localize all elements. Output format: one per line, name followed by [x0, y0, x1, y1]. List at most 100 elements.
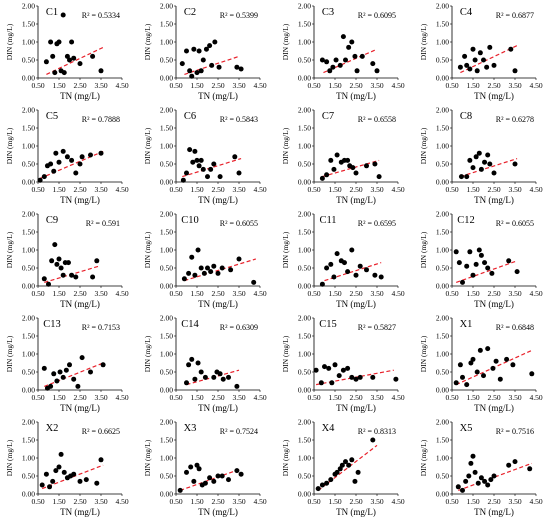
x-tick-label: 2.50 [73, 81, 86, 90]
data-point [470, 272, 476, 278]
y-tick-label: 0.50 [298, 368, 311, 377]
y-tick-label: 1.50 [298, 332, 311, 341]
y-axis-label: DIN (mg/L) [419, 127, 428, 164]
data-point [357, 263, 363, 269]
x-tick-label: 0.50 [31, 393, 44, 402]
y-tick-label: 0.50 [436, 160, 449, 169]
data-point [200, 166, 206, 172]
data-point [56, 256, 62, 262]
y-tick-label: 0.00 [298, 178, 311, 187]
data-point [65, 260, 71, 266]
x-tick-label: 3.50 [370, 393, 383, 402]
x-tick-label: 3.50 [232, 289, 245, 298]
data-point [184, 469, 189, 475]
data-point [41, 365, 47, 371]
x-tick-label: 1.50 [52, 393, 65, 402]
data-point [219, 473, 225, 479]
x-tick-label: 0.50 [307, 393, 320, 402]
data-point [477, 50, 483, 56]
data-point [473, 261, 479, 267]
x-tick-label: 4.50 [115, 393, 128, 402]
data-point [353, 170, 359, 176]
y-tick-label: 0.00 [436, 386, 449, 395]
trendline [179, 468, 242, 491]
data-point [334, 469, 340, 475]
x-tick-label: 2.50 [73, 289, 86, 298]
data-point [354, 68, 360, 74]
data-point [478, 252, 484, 258]
data-point [460, 374, 465, 380]
r-squared-label: R² = 0.6278 [496, 115, 534, 124]
data-point [211, 374, 217, 380]
y-tick-label: 1.00 [160, 246, 173, 255]
y-axis-label: DIN (mg/L) [5, 231, 14, 268]
y-axis-label: DIN (mg/L) [419, 231, 428, 268]
chart-title: C5 [46, 111, 58, 122]
data-point [200, 57, 206, 63]
x-tick-label: 2.50 [487, 289, 500, 298]
x-tick-label: 1.50 [190, 185, 203, 194]
y-tick-label: 0.00 [298, 282, 311, 291]
chart-panel-c1: 0.000.501.001.502.000.50 1.50 2.50 3.50 4.50… [5, 2, 129, 102]
data-point [208, 166, 214, 172]
y-tick-label: 1.50 [436, 228, 449, 237]
data-point [56, 39, 62, 45]
x-tick-label: 1.50 [190, 497, 203, 506]
x-axis-label: TN (mg/L) [198, 195, 238, 205]
y-axis-label: DIN (mg/L) [5, 335, 14, 372]
data-point [349, 39, 355, 45]
data-point [88, 369, 93, 375]
y-tick-label: 2.00 [22, 314, 35, 323]
y-tick-label: 0.50 [436, 56, 449, 65]
data-point [88, 152, 93, 158]
data-point [474, 369, 480, 375]
data-point [208, 269, 214, 275]
y-tick-label: 1.00 [22, 454, 35, 463]
data-point [184, 380, 189, 386]
y-tick-label: 1.00 [436, 246, 449, 255]
data-point [41, 276, 47, 282]
data-point [194, 70, 200, 76]
data-point [47, 484, 53, 490]
y-tick-label: 1.00 [298, 454, 311, 463]
y-axis-label: DIN (mg/L) [143, 335, 152, 372]
y-tick-label: 1.50 [160, 20, 173, 29]
data-point [98, 457, 104, 463]
data-point [487, 161, 493, 167]
x-tick-label: 2.50 [487, 81, 500, 90]
data-point [488, 477, 494, 483]
data-point [370, 61, 376, 67]
data-point [43, 471, 49, 477]
chart-panel-c14: 0.000.501.001.502.000.50 1.50 2.50 3.50 4.50… [143, 314, 267, 414]
data-point [326, 365, 332, 371]
x-tick-label: 3.50 [94, 497, 107, 506]
data-point [352, 478, 358, 484]
r-squared-label: R² = 0.6848 [496, 323, 534, 332]
r-squared-label: R² = 0.5399 [220, 11, 258, 20]
data-point [196, 48, 202, 54]
data-point [476, 150, 482, 156]
data-point [482, 260, 488, 266]
chart-panel-x5: 0.000.501.001.502.000.50 1.50 2.50 3.50 4.50… [419, 418, 543, 518]
x-tick-label: 2.50 [349, 185, 362, 194]
x-tick-label: 0.50 [445, 185, 458, 194]
x-tick-label: 4.50 [391, 393, 404, 402]
data-point [458, 174, 464, 180]
y-tick-label: 1.50 [22, 228, 35, 237]
chart-panel-c3: 0.000.501.001.502.000.50 1.50 2.50 3.50 4.50… [281, 2, 405, 102]
y-axis-label: DIN (mg/L) [143, 231, 152, 268]
chart-panel-c4: 0.000.501.001.502.000.50 1.50 2.50 3.50 4.50… [419, 2, 543, 102]
data-point [189, 254, 195, 260]
chart-panel-c11: 0.000.501.001.502.000.50 1.50 2.50 3.50 4.50… [281, 210, 405, 310]
x-tick-label: 3.50 [370, 81, 383, 90]
x-tick-label: 3.50 [508, 289, 521, 298]
data-point [94, 258, 100, 264]
r-squared-label: R² = 0.7524 [220, 427, 258, 436]
x-tick-label: 3.50 [94, 393, 107, 402]
data-point [203, 46, 209, 52]
y-tick-label: 2.00 [298, 418, 311, 427]
data-point [508, 46, 514, 52]
data-point [467, 66, 473, 72]
x-tick-label: 0.50 [307, 289, 320, 298]
data-point [497, 376, 503, 382]
